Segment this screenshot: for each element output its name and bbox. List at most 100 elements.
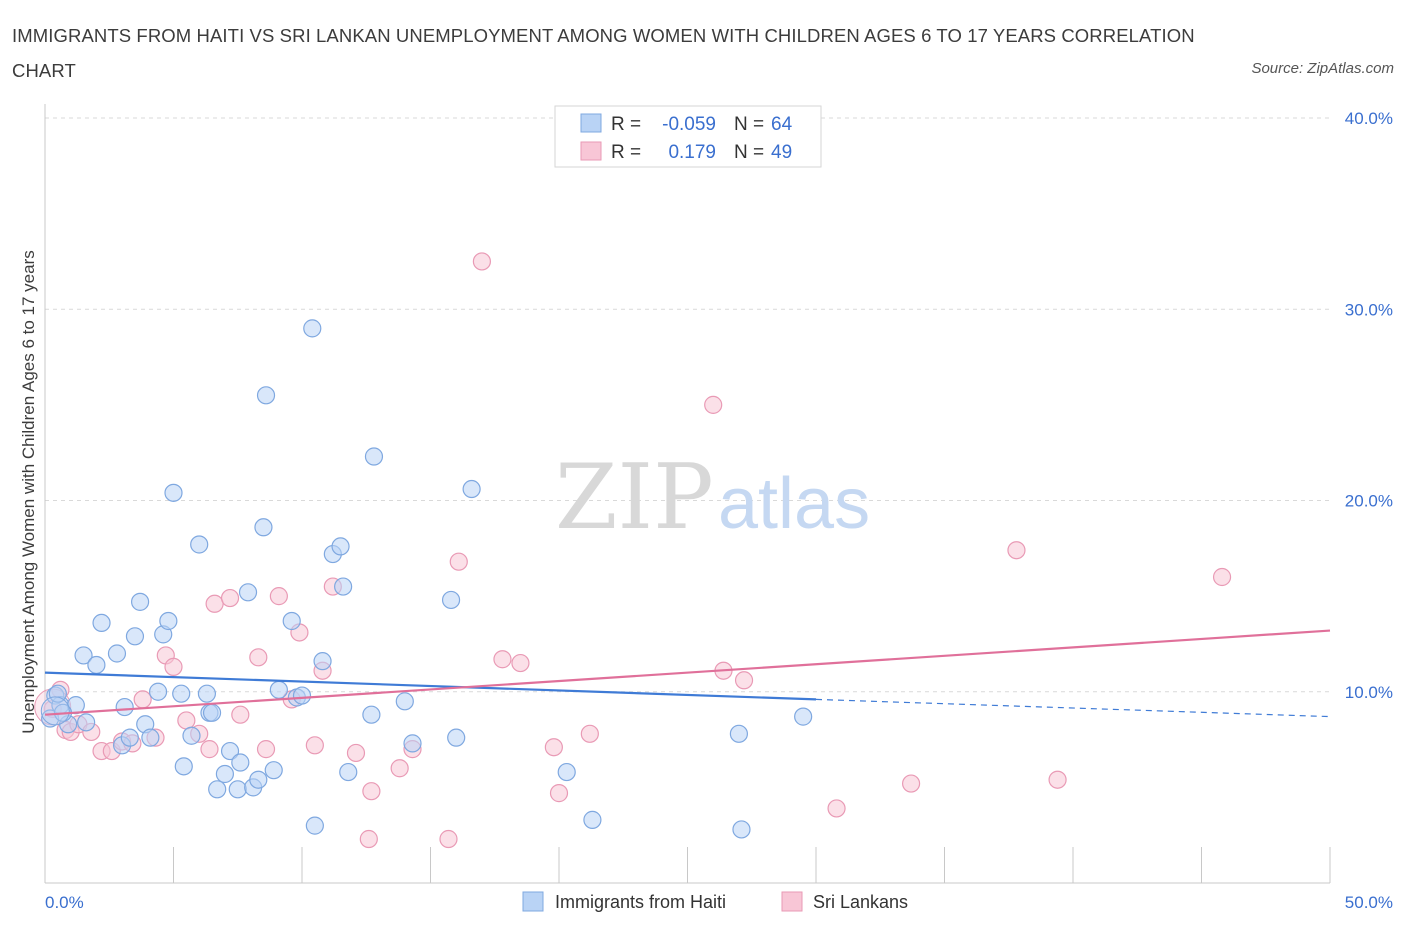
sri-lankans-point xyxy=(346,743,366,763)
sri-lankans-point xyxy=(901,774,921,793)
sri-lankans-point xyxy=(549,784,569,803)
haiti-point xyxy=(202,703,222,722)
legend-n-value-sri: 49 xyxy=(771,142,792,163)
haiti-point xyxy=(77,713,96,732)
legend-r-label-sri: R = xyxy=(611,142,641,163)
sri-lankans-point xyxy=(390,759,409,778)
haiti-point xyxy=(249,770,268,789)
legend-box: R = -0.059 N = 64 R = 0.179 N = 49 xyxy=(554,105,822,168)
haiti-point xyxy=(334,577,353,596)
sri-lankans-point xyxy=(449,552,468,571)
haiti-point xyxy=(174,757,193,776)
haiti-point xyxy=(231,753,250,772)
haiti-point xyxy=(125,627,145,646)
haiti-point xyxy=(313,652,332,671)
chart-title: IMMIGRANTS FROM HAITI VS SRI LANKAN UNEM… xyxy=(12,25,1195,81)
haiti-point xyxy=(256,386,276,405)
sri-lankans-point xyxy=(359,829,378,849)
sri-lankans-point xyxy=(827,799,846,818)
sri-lankans-point xyxy=(249,648,268,667)
sri-lankans-point xyxy=(133,690,152,709)
bottom-legend-label-haiti: Immigrants from Haiti xyxy=(555,892,726,912)
sri-lankans-point xyxy=(164,657,183,676)
haiti-point xyxy=(447,728,466,747)
sri-lankans-point xyxy=(544,738,563,757)
haiti-point xyxy=(107,644,127,663)
haiti-point xyxy=(164,483,183,502)
bottom-legend-label-sri: Sri Lankans xyxy=(813,892,908,912)
y-tick-label: 40.0% xyxy=(1345,109,1393,128)
haiti-point xyxy=(292,686,312,705)
haiti-point xyxy=(172,684,191,703)
x-tick-label: 50.0% xyxy=(1345,893,1393,912)
haiti-point xyxy=(732,820,751,839)
tick-labels: 10.0% 20.0% 30.0% 40.0% 0.0% 50.0% xyxy=(45,109,1393,912)
sri-lankans-point xyxy=(177,711,196,730)
axes xyxy=(44,104,1331,884)
watermark-atlas: atlas xyxy=(718,464,870,544)
sri-lankans-point xyxy=(362,782,381,801)
haiti-point xyxy=(364,447,384,466)
haiti-point xyxy=(120,728,139,747)
haiti-point xyxy=(583,810,602,829)
sri-lankans-point xyxy=(305,736,324,755)
sri-lankans-point xyxy=(493,650,512,669)
sri-lankans-point xyxy=(511,653,530,673)
haiti-point xyxy=(441,590,461,610)
sri-lankans-point xyxy=(1212,567,1232,587)
haiti-point xyxy=(87,655,106,675)
sri-lankans-trend-line xyxy=(44,629,1331,716)
haiti-point xyxy=(208,780,227,799)
haiti-point xyxy=(254,518,273,537)
haiti-point xyxy=(220,741,240,761)
haiti-point xyxy=(557,762,576,782)
haiti-trend-extension xyxy=(815,698,1331,718)
haiti-point xyxy=(182,726,201,745)
haiti-point xyxy=(48,684,67,703)
x-tick-label: 0.0% xyxy=(45,893,84,912)
sri-lankans-point xyxy=(580,724,599,743)
sri-lankans-point xyxy=(472,252,491,271)
grid-lines xyxy=(45,117,1330,693)
sri-lankans-point xyxy=(200,740,219,759)
haiti-point xyxy=(403,734,422,753)
bottom-legend-swatch-sri xyxy=(781,891,803,912)
y-tick-label: 10.0% xyxy=(1345,683,1393,702)
sri-lankans-point xyxy=(704,395,723,414)
legend-r-value-sri: 0.179 xyxy=(668,142,716,163)
sri-lankans-point xyxy=(1048,770,1067,789)
sri-lankans-point xyxy=(734,671,754,690)
legend-n-value-haiti: 64 xyxy=(771,114,793,135)
y-axis-label: Unemployment Among Women with Children A… xyxy=(19,250,38,734)
haiti-point xyxy=(74,646,93,665)
haiti-point xyxy=(339,762,358,782)
haiti-point-cluster xyxy=(40,696,70,726)
y-tick-label: 20.0% xyxy=(1345,492,1393,511)
haiti-point xyxy=(362,705,381,724)
haiti-point xyxy=(303,319,322,338)
haiti-trend-line xyxy=(44,671,817,701)
haiti-point xyxy=(238,583,258,602)
sri-lankans-point xyxy=(205,594,224,613)
sri-lankans-points xyxy=(34,252,1232,849)
haiti-point xyxy=(159,611,178,631)
haiti-point xyxy=(148,682,168,701)
haiti-point xyxy=(305,816,324,835)
bottom-legend-swatch-haiti xyxy=(522,891,544,912)
source-label: Source: ZipAtlas.com xyxy=(1251,60,1394,77)
haiti-point xyxy=(462,479,481,499)
haiti-point xyxy=(794,707,813,726)
legend-swatch-haiti xyxy=(580,113,602,133)
haiti-point xyxy=(115,697,134,717)
haiti-point xyxy=(215,764,234,784)
haiti-point xyxy=(264,761,283,780)
legend-swatch-sri xyxy=(580,141,602,161)
sri-lankans-point xyxy=(220,588,240,608)
haiti-point xyxy=(92,613,111,633)
haiti-point xyxy=(130,592,150,611)
legend-r-label-haiti: R = xyxy=(611,114,641,135)
sri-lankans-point xyxy=(1007,541,1026,560)
haiti-point xyxy=(395,692,414,711)
legend-r-value-haiti: -0.059 xyxy=(662,114,716,135)
